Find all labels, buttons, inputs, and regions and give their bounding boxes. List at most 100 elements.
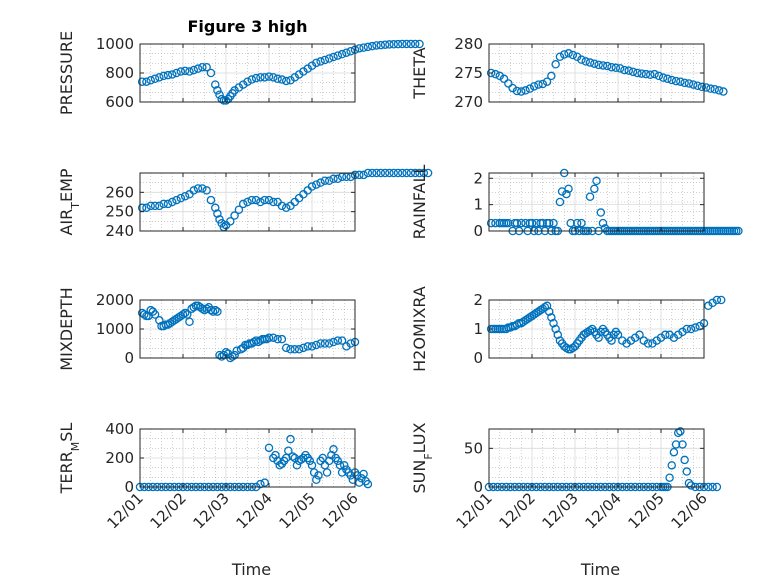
data-point: [346, 47, 355, 56]
data-point: [697, 82, 707, 92]
y-tick-label: 800: [105, 64, 134, 82]
data-point: [704, 301, 713, 311]
data-point: [529, 82, 539, 91]
data-point: [643, 339, 653, 348]
data-point: [637, 69, 646, 78]
data-point: [544, 307, 554, 316]
data-point: [562, 343, 571, 353]
data-point: [542, 77, 552, 86]
data-point: [286, 434, 295, 444]
data-point: [213, 307, 222, 316]
x-tick-label: 12/04: [582, 489, 625, 532]
data-point: [566, 345, 575, 354]
data-point: [312, 340, 321, 350]
data-point: [551, 324, 560, 334]
data-point: [155, 316, 164, 325]
data-point: [686, 481, 696, 490]
data-point: [215, 90, 224, 100]
data-point: [316, 339, 325, 348]
data-point: [682, 467, 692, 476]
data-point: [273, 334, 282, 344]
data-point: [180, 66, 190, 76]
data-point: [486, 218, 496, 228]
data-point: [299, 343, 308, 353]
data-point: [719, 87, 728, 96]
data-point: [628, 67, 638, 77]
data-point: [142, 203, 151, 213]
data-point: [525, 84, 535, 93]
data-point: [590, 59, 599, 68]
y-tick-label: 0: [124, 478, 134, 496]
data-point: [706, 84, 715, 93]
subplot-mixdepth: 0 1000 2000 MIXDEPTH: [57, 287, 360, 371]
data-point: [260, 478, 269, 487]
data-point: [363, 42, 373, 52]
data-point: [376, 168, 386, 178]
data-point: [163, 70, 173, 80]
data-point: [176, 193, 186, 203]
data-point: [339, 460, 349, 470]
data-point: [521, 316, 530, 325]
data-point: [357, 474, 366, 483]
subplot-pressure: 600 800 1000 PRESSURE Figure 3 high: [57, 17, 424, 115]
data-point: [180, 308, 190, 318]
x-tick-label: 12/03: [190, 489, 233, 532]
x-tick-label: 12/04: [233, 489, 276, 532]
data-point: [275, 460, 284, 470]
plot-area: [489, 429, 704, 487]
data-point: [210, 203, 220, 213]
data-point: [538, 79, 548, 89]
data-point: [646, 70, 655, 79]
series-markers: [486, 49, 728, 96]
data-point: [581, 57, 591, 66]
data-point: [701, 83, 711, 92]
data-point: [329, 445, 338, 454]
x-tick-label: 12/02: [496, 489, 539, 532]
data-point: [247, 75, 257, 84]
data-point: [163, 199, 173, 209]
data-point: [410, 168, 420, 178]
data-point: [312, 475, 321, 484]
data-point: [555, 197, 565, 207]
data-point: [359, 170, 368, 180]
data-point: [367, 168, 377, 178]
data-point: [363, 479, 373, 489]
data-point: [495, 71, 504, 81]
data-point: [689, 80, 698, 89]
axes-box: [488, 428, 705, 488]
data-point: [324, 176, 334, 185]
data-point: [684, 79, 694, 88]
data-point: [555, 52, 565, 62]
data-point: [294, 456, 304, 466]
y-axis-label: TERRMSL: [57, 423, 82, 495]
data-point: [294, 70, 304, 79]
data-point: [613, 330, 623, 340]
data-point: [150, 74, 160, 84]
data-point: [592, 176, 601, 186]
data-point: [189, 65, 198, 75]
data-point: [372, 41, 381, 50]
x-tick-label: 12/06: [668, 489, 711, 532]
data-point: [415, 168, 424, 178]
data-point: [393, 39, 403, 49]
data-point: [277, 334, 287, 344]
data-point: [671, 76, 681, 86]
data-point: [635, 330, 644, 340]
data-point: [174, 313, 183, 322]
data-point: [398, 39, 407, 49]
data-point: [615, 64, 625, 73]
y-tick-label: 400: [105, 420, 134, 438]
data-point: [284, 446, 293, 455]
plot-area: [489, 173, 704, 231]
data-point: [678, 440, 687, 449]
y-tick-label: 250: [105, 203, 134, 221]
data-point: [598, 61, 608, 70]
data-point: [656, 333, 666, 342]
data-point: [346, 471, 355, 480]
data-point: [256, 73, 265, 82]
data-point: [238, 80, 248, 89]
data-point: [551, 60, 560, 69]
data-point: [273, 456, 282, 466]
data-point: [650, 69, 659, 79]
